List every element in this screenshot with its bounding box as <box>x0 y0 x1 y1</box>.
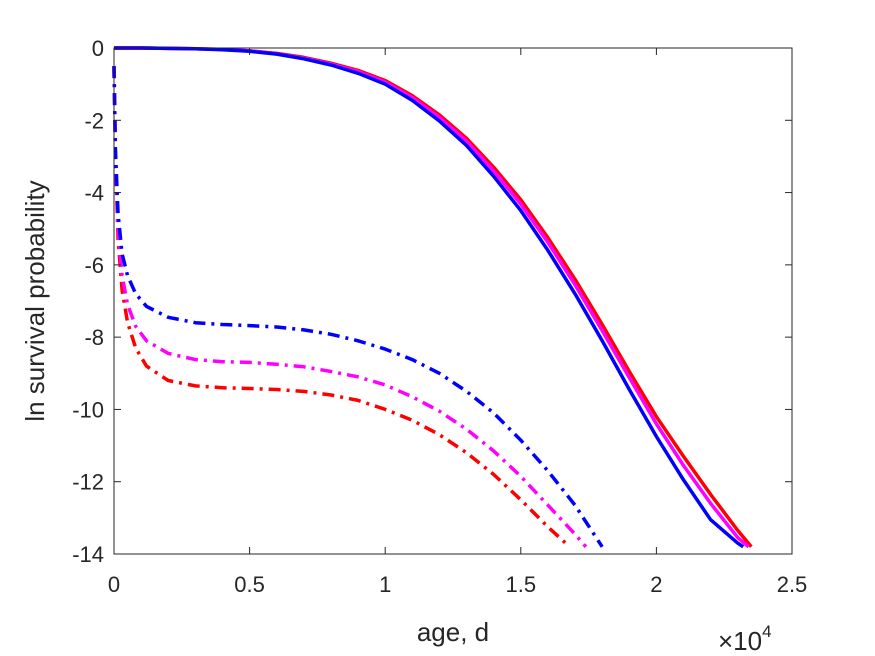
x-tick-label: 1 <box>379 572 391 597</box>
x-tick-label: 0 <box>108 572 120 597</box>
y-tick-label: -10 <box>72 397 104 422</box>
y-tick-label: -12 <box>72 470 104 495</box>
x-tick-label: 2 <box>650 572 662 597</box>
x-axis-exponent: ×104 <box>718 622 772 656</box>
y-tick-label: -6 <box>84 253 104 278</box>
x-tick-label: 2.5 <box>777 572 808 597</box>
axis-ticks: 0 0.5 1 1.5 2 2.5 0 -2 -4 -6 -8 -10 -12 -14 <box>72 36 807 597</box>
y-tick-label: -2 <box>84 108 104 133</box>
x-axis-exponent-base: ×10 <box>718 626 762 656</box>
dashdot-series-line-3 <box>112 66 571 549</box>
plot-frame <box>113 47 793 555</box>
x-tick-label: 0.5 <box>234 572 265 597</box>
dashdot-series-line-4 <box>112 66 588 548</box>
plot-background <box>114 48 792 554</box>
dashdot-series-line-5 <box>112 66 604 548</box>
y-tick-label: -4 <box>84 181 104 206</box>
solid-series-line-2 <box>114 46 745 549</box>
x-axis-exponent-power: 4 <box>762 622 771 641</box>
y-axis-label: ln survival probability <box>20 180 50 421</box>
x-axis-label: age, d <box>417 617 489 647</box>
series-lines <box>112 46 753 549</box>
y-tick-label: -14 <box>72 542 104 567</box>
y-tick-label: 0 <box>92 36 104 61</box>
y-tick-label: -8 <box>84 325 104 350</box>
x-tick-label: 1.5 <box>506 572 537 597</box>
